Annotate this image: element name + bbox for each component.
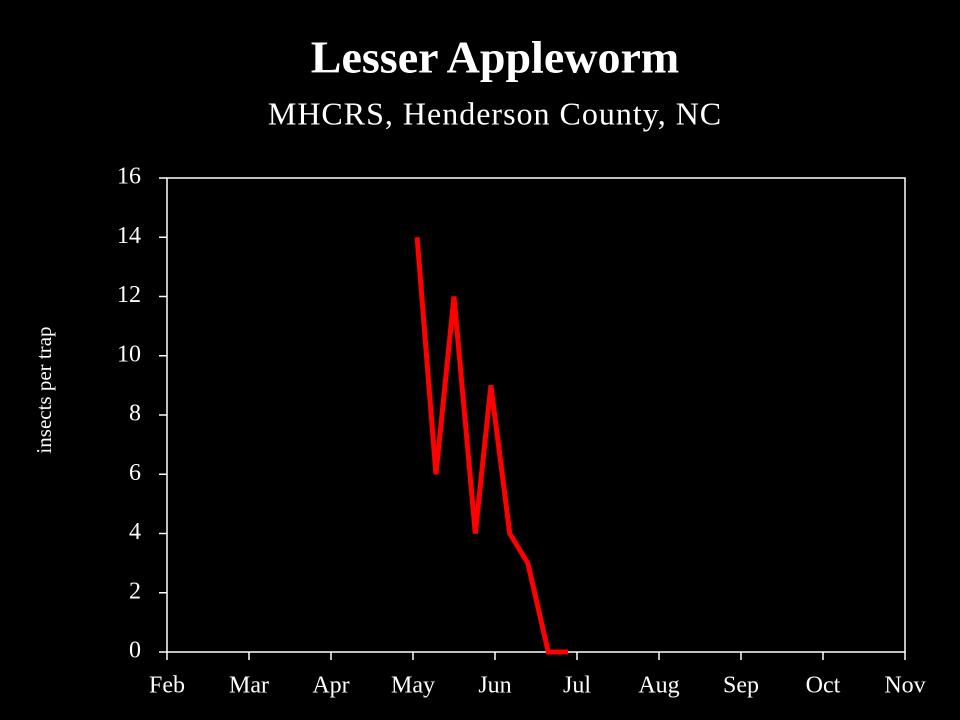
y-tick-label: 0	[129, 638, 141, 664]
y-tick-label: 2	[129, 578, 141, 604]
x-tick-label: Feb	[149, 673, 185, 699]
y-tick-label: 8	[129, 401, 141, 427]
y-tick-label: 14	[117, 223, 141, 249]
x-tick-label: Nov	[884, 673, 925, 699]
y-axis-label: insects per trap	[32, 326, 56, 453]
x-tick-label: Sep	[723, 673, 759, 699]
data-line	[414, 237, 568, 655]
y-tick-label: 4	[129, 519, 141, 545]
x-tick-label: Mar	[229, 673, 269, 699]
y-tick-label: 10	[117, 341, 141, 367]
x-tick-label: Jul	[563, 673, 591, 699]
x-tick-label: Aug	[638, 673, 679, 699]
chart-subtitle: MHCRS, Henderson County, NC	[268, 95, 722, 131]
x-tick-label: Oct	[806, 673, 841, 699]
x-tick-label: Apr	[312, 673, 349, 699]
y-tick-label: 6	[129, 460, 141, 486]
x-tick-label: May	[391, 673, 435, 699]
x-tick-label: Jun	[478, 673, 511, 699]
y-tick-label: 12	[117, 282, 141, 308]
chart-title: Lesser Appleworm	[311, 32, 679, 83]
y-tick-label: 16	[117, 164, 141, 190]
